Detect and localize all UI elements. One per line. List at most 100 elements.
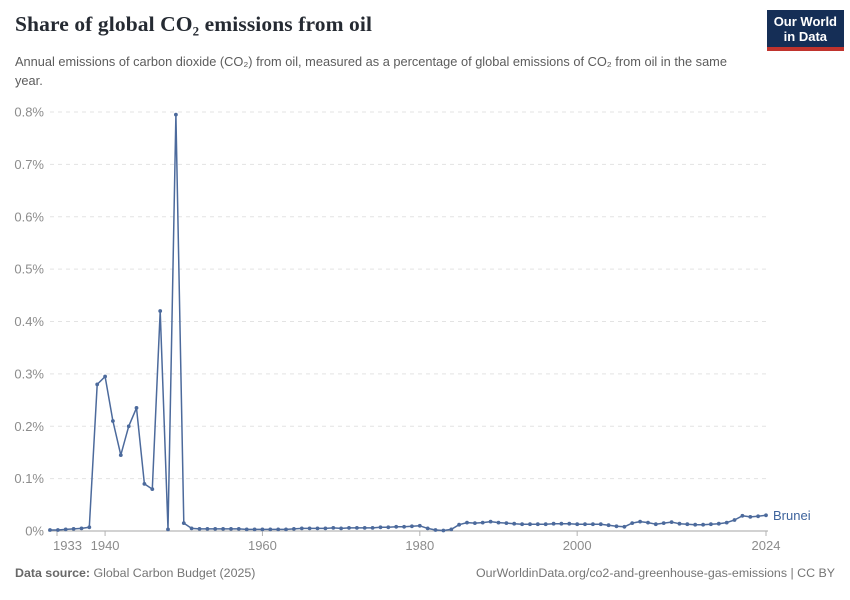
data-point[interactable] xyxy=(284,527,288,532)
data-point[interactable] xyxy=(685,522,690,527)
data-point[interactable] xyxy=(260,527,265,532)
data-point[interactable] xyxy=(653,522,658,527)
data-point[interactable] xyxy=(87,525,92,530)
owid-logo[interactable]: Our World in Data xyxy=(766,10,844,51)
data-point[interactable] xyxy=(347,526,351,530)
data-point[interactable] xyxy=(386,525,391,530)
data-point[interactable] xyxy=(630,521,635,525)
data-point[interactable] xyxy=(433,528,438,532)
data-point[interactable] xyxy=(669,520,674,524)
data-point[interactable] xyxy=(378,525,383,530)
data-point[interactable] xyxy=(103,374,107,379)
data-point[interactable] xyxy=(95,382,100,387)
data-point[interactable] xyxy=(417,523,422,528)
data-point[interactable] xyxy=(764,513,768,518)
data-point[interactable] xyxy=(724,520,729,525)
data-point[interactable] xyxy=(410,524,414,529)
data-point[interactable] xyxy=(221,527,226,531)
data-point[interactable] xyxy=(205,527,210,531)
data-point[interactable] xyxy=(740,513,745,518)
data-point[interactable] xyxy=(402,524,406,529)
data-point[interactable] xyxy=(520,522,524,527)
data-point[interactable] xyxy=(150,487,155,491)
data-point[interactable] xyxy=(716,521,721,526)
data-point[interactable] xyxy=(362,526,367,530)
series-end-label[interactable]: Brunei xyxy=(773,508,811,523)
data-point[interactable] xyxy=(496,520,501,525)
data-point[interactable] xyxy=(543,522,548,527)
data-point[interactable] xyxy=(142,482,147,486)
data-point[interactable] xyxy=(181,521,186,525)
data-point[interactable] xyxy=(535,522,540,527)
data-point[interactable] xyxy=(331,526,336,530)
data-point[interactable] xyxy=(315,526,320,531)
data-point[interactable] xyxy=(118,453,123,457)
data-point[interactable] xyxy=(756,514,760,519)
data-point[interactable] xyxy=(480,520,485,525)
data-point[interactable] xyxy=(79,526,84,531)
data-point[interactable] xyxy=(583,522,587,527)
data-point[interactable] xyxy=(661,521,666,525)
data-point[interactable] xyxy=(622,524,627,529)
data-point[interactable] xyxy=(465,520,469,525)
data-point[interactable] xyxy=(370,526,375,530)
data-point[interactable] xyxy=(425,526,430,531)
data-point[interactable] xyxy=(732,518,737,522)
data-point[interactable] xyxy=(71,527,76,531)
data-point[interactable] xyxy=(606,523,611,528)
data-point[interactable] xyxy=(276,527,281,532)
data-point[interactable] xyxy=(166,527,170,532)
line-chart[interactable]: 0% 0.1% 0.2% 0.3% 0.4% 0.5% 0.6% 0.7% 0.8% 1933 19… xyxy=(0,90,850,560)
data-point[interactable] xyxy=(449,527,454,532)
data-point[interactable] xyxy=(292,527,296,531)
data-point[interactable] xyxy=(323,526,328,531)
data-point[interactable] xyxy=(56,528,60,532)
data-point[interactable] xyxy=(236,527,241,531)
data-point[interactable] xyxy=(268,527,273,532)
data-point[interactable] xyxy=(575,522,580,527)
data-point[interactable] xyxy=(394,524,399,529)
y-tick-label: 0.7% xyxy=(14,157,44,172)
data-point[interactable] xyxy=(504,521,509,525)
data-point[interactable] xyxy=(134,406,139,410)
data-point[interactable] xyxy=(111,419,115,423)
data-point[interactable] xyxy=(693,522,698,527)
data-point[interactable] xyxy=(441,528,446,533)
data-point[interactable] xyxy=(252,527,257,532)
data-point[interactable] xyxy=(339,526,343,531)
data-point[interactable] xyxy=(488,519,493,524)
data-point[interactable] xyxy=(197,527,202,531)
data-point[interactable] xyxy=(299,526,304,531)
data-point[interactable] xyxy=(189,526,194,531)
data-point[interactable] xyxy=(677,521,682,526)
data-point[interactable] xyxy=(355,526,359,530)
data-point[interactable] xyxy=(646,520,650,525)
data-point[interactable] xyxy=(512,521,517,526)
data-point[interactable] xyxy=(638,519,642,524)
data-point[interactable] xyxy=(174,112,178,117)
data-point[interactable] xyxy=(551,521,556,526)
data-point[interactable] xyxy=(229,527,233,531)
data-point[interactable] xyxy=(748,515,753,519)
data-point[interactable] xyxy=(567,521,572,526)
data-point[interactable] xyxy=(559,521,564,526)
data-point[interactable] xyxy=(709,522,713,527)
data-point[interactable] xyxy=(701,522,705,527)
data-point[interactable] xyxy=(457,522,461,527)
data-point[interactable] xyxy=(591,522,595,527)
data-point[interactable] xyxy=(307,526,312,531)
data-point[interactable] xyxy=(244,527,249,532)
data-point[interactable] xyxy=(126,424,131,429)
data-point[interactable] xyxy=(63,527,68,532)
data-point[interactable] xyxy=(614,524,619,529)
data-point[interactable] xyxy=(158,309,163,313)
data-point[interactable] xyxy=(213,527,218,531)
data-point[interactable] xyxy=(598,522,603,527)
footer-citation-link[interactable]: OurWorldinData.org/co2-and-greenhouse-ga… xyxy=(475,566,835,580)
data-point[interactable] xyxy=(528,522,532,527)
data-point[interactable] xyxy=(473,521,477,525)
data-point[interactable] xyxy=(48,528,52,532)
y-tick-label: 0% xyxy=(25,524,44,539)
y-tick-label: 0.5% xyxy=(14,262,44,277)
